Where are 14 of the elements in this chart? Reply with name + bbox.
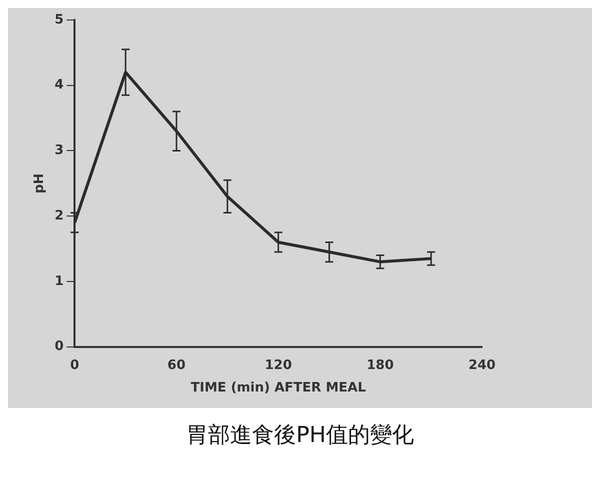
x-tick-label: 180 [366, 358, 394, 373]
x-tick-label: 120 [264, 358, 292, 373]
x-tick-label: 240 [468, 358, 496, 373]
text: 胃部進食後PH值的變化 [185, 422, 415, 450]
x-axis-title: TIME (min) AFTER MEAL [190, 380, 366, 396]
y-axis-title: pH [32, 173, 48, 194]
y-tick-label: 0 [54, 339, 64, 354]
y-tick-label: 3 [54, 143, 64, 158]
y-tick-label: 5 [54, 12, 64, 28]
x-tick-label: 0 [70, 358, 80, 373]
y-tick-label: 4 [54, 78, 64, 93]
y-tick-label: 1 [54, 274, 64, 289]
y-tick-label: 2 [54, 208, 64, 224]
x-tick-label: 60 [167, 358, 186, 373]
